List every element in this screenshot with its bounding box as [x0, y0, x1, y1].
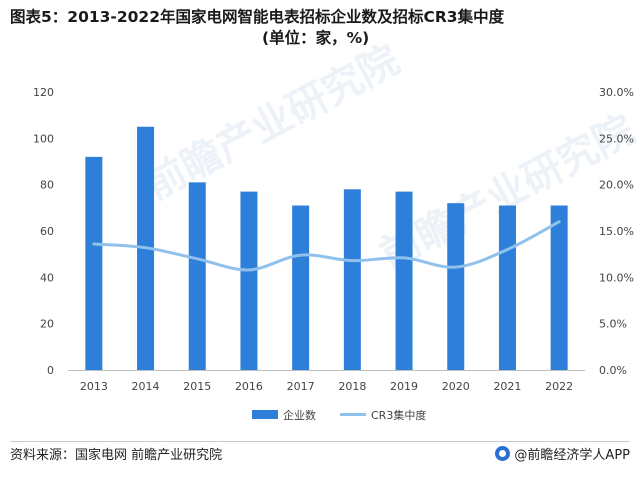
y-left-tick-label: 100 [33, 132, 54, 145]
y-left-tick-label: 120 [33, 86, 54, 99]
y-right-tick-label: 25.0% [599, 132, 634, 145]
x-tick-label: 2018 [338, 380, 366, 393]
bar-2020 [447, 203, 465, 370]
y-left-tick-label: 40 [40, 271, 54, 284]
bar-2018 [343, 189, 361, 370]
footer-divider [10, 441, 630, 442]
chart-title: 图表5：2013-2022年国家电网智能电表招标企业数及招标CR3集中度 (单位… [10, 7, 630, 49]
watermark: 前瞻产业研究院 [138, 37, 407, 209]
bar-2021 [498, 205, 516, 370]
x-tick-label: 2022 [545, 380, 573, 393]
y-right-tick-label: 0.0% [599, 364, 627, 377]
bar-2019 [395, 191, 413, 370]
legend-bar-swatch [252, 410, 278, 419]
bar-2015 [188, 182, 206, 370]
x-tick-label: 2013 [80, 380, 108, 393]
y-left-tick-label: 0 [47, 364, 54, 377]
legend-line-label: CR3集中度 [371, 408, 426, 422]
bar-2013 [85, 156, 103, 370]
x-tick-label: 2014 [132, 380, 160, 393]
title-line-2: (单位：家，%) [262, 29, 370, 47]
line-cr3 [92, 220, 561, 272]
y-right-tick-label: 20.0% [599, 179, 634, 192]
bar-2017 [292, 205, 310, 370]
x-tick-label: 2019 [390, 380, 418, 393]
legend-bar-label: 企业数 [283, 408, 316, 422]
y-right-tick-label: 5.0% [599, 318, 627, 331]
y-left-tick-label: 80 [40, 179, 54, 192]
brand-logo-icon [495, 446, 511, 461]
x-tick-label: 2015 [183, 380, 211, 393]
source-note: 资料来源：国家电网 前瞻产业研究院 [10, 448, 223, 463]
x-tick-label: 2016 [235, 380, 263, 393]
brand-credit-text: @前瞻经济学人APP [514, 448, 630, 463]
y-right-tick-label: 15.0% [599, 225, 634, 238]
x-tick-label: 2021 [493, 380, 521, 393]
y-left-tick-label: 60 [40, 225, 54, 238]
bar-2022 [550, 205, 568, 370]
y-left-tick-label: 20 [40, 318, 54, 331]
brand-credit: @前瞻经济学人APP [495, 444, 630, 463]
y-right-tick-label: 10.0% [599, 271, 634, 284]
x-tick-label: 2020 [442, 380, 470, 393]
bar-2016 [240, 191, 258, 370]
x-tick-label: 2017 [287, 380, 315, 393]
title-line-1: 图表5：2013-2022年国家电网智能电表招标企业数及招标CR3集中度 [10, 8, 505, 26]
y-right-tick-label: 30.0% [599, 86, 634, 99]
